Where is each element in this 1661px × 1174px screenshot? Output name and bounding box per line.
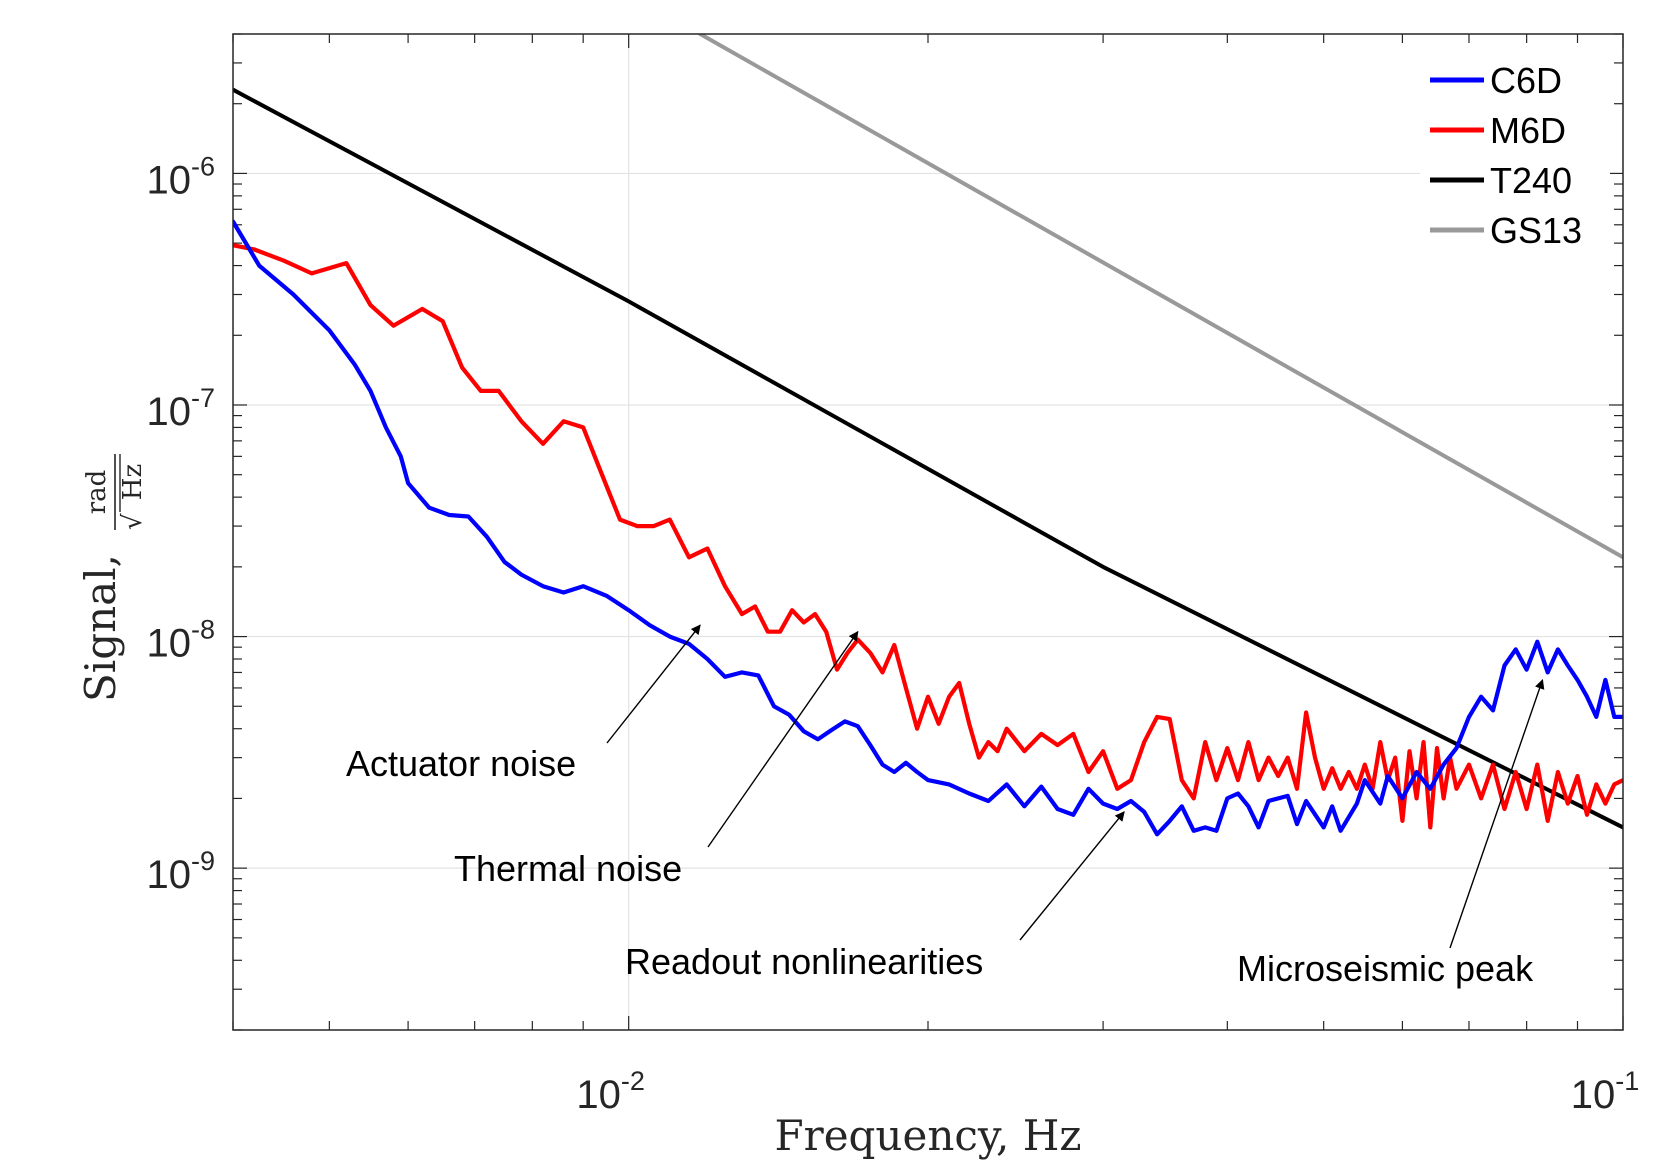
series-line-c6d <box>233 219 1623 837</box>
annotation-arrow <box>1449 678 1545 949</box>
y-unit-numerator: rad <box>82 470 112 515</box>
legend-label-c6d: C6D <box>1490 60 1562 101</box>
y-tick-label: 10-8 <box>146 615 215 666</box>
series-line-gs13 <box>698 34 1623 560</box>
grid <box>233 34 1623 1030</box>
x-tick-label: 10-1 <box>1571 1066 1640 1117</box>
series-group <box>233 34 1623 837</box>
legend-label-m6d: M6D <box>1490 110 1566 151</box>
annotation-arrow <box>606 624 701 744</box>
y-tick-label: 10-9 <box>146 846 215 897</box>
legend: C6D M6D T240 GS13 <box>1420 52 1610 262</box>
annotation-label: Actuator noise <box>346 743 576 784</box>
y-unit-root: √ <box>118 513 148 530</box>
y-tick-labels: 10-9 10-8 10-7 10-6 <box>146 151 215 897</box>
annotation-arrow <box>707 630 859 848</box>
annotations: Actuator noise Thermal noise Readout nonli… <box>346 624 1545 989</box>
y-tick-label: 10-6 <box>146 151 215 202</box>
series-line-m6d <box>233 243 1623 830</box>
annotation-label: Readout nonlinearities <box>625 941 983 982</box>
x-tick-labels: 10-2 10-1 <box>576 1066 1639 1117</box>
annotation-arrow <box>1019 811 1125 941</box>
legend-box <box>1420 52 1610 262</box>
x-tick-label: 10-2 <box>576 1066 645 1117</box>
legend-label-t240: T240 <box>1490 160 1572 201</box>
y-axis-label-group: Signal, rad √ Hz <box>76 454 148 702</box>
y-tick-label: 10-7 <box>146 383 215 434</box>
y-axis-label: Signal, <box>76 554 125 702</box>
series-line-t240 <box>233 87 1623 830</box>
plot-frame <box>232 33 1624 1031</box>
annotation-label: Thermal noise <box>454 848 682 889</box>
x-axis-label: Frequency, Hz <box>774 1111 1081 1160</box>
legend-label-gs13: GS13 <box>1490 210 1582 251</box>
annotation-label: Microseismic peak <box>1237 948 1534 989</box>
y-unit-denominator: Hz <box>118 464 148 500</box>
